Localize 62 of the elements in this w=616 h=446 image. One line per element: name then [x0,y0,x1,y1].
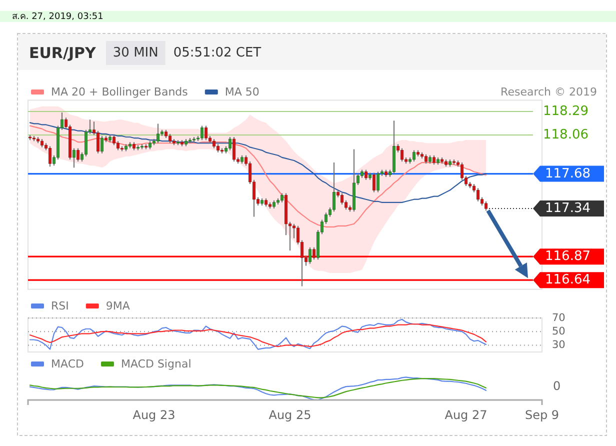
candlestick [432,154,436,166]
candlestick [156,123,160,144]
candlestick [424,154,428,164]
candlestick [312,246,316,260]
candlestick [100,135,104,154]
candlestick [280,192,284,203]
candlestick [292,223,296,239]
ref-line-label: 116.64 [545,272,590,288]
candlestick [460,162,464,180]
candlestick [372,172,376,193]
x-tick-label: Aug 27 [444,408,488,422]
y-tick-label: 30 [552,339,566,352]
text: Research © 2019 [500,86,597,98]
text: ส.ค. 27, 2019, 03:51 [12,12,104,22]
ref-line-label: 116.87 [545,249,590,264]
legend-label: RSI [51,300,69,312]
candlestick [476,188,480,202]
legend-label: MA 50 [224,86,260,98]
line-series [29,318,487,350]
chart-title: EUR/JPY [29,44,98,62]
legend-label: 9MA [106,300,130,312]
legend-label: MA 20 + Bollinger Bands [51,86,188,98]
x-tick-label: Aug 25 [268,408,312,422]
ref-line-label: 117.68 [545,166,590,182]
ref-line-label: 118.06 [543,127,588,142]
candlestick [484,200,488,212]
y-tick-label: 70 [552,312,566,324]
candlestick [72,148,76,168]
x-tick-label: Sep 9 [524,408,560,422]
ref-line-label: 118.29 [543,104,588,119]
candlestick [232,136,236,162]
ref-label: 117.34 [533,200,604,217]
legend-label: MACD Signal [120,358,192,370]
candlestick [212,138,216,149]
text: 0 [553,379,561,393]
ref-line-label: 117.34 [545,201,590,216]
candlestick [112,134,116,146]
candlestick [228,136,232,151]
candlestick [364,169,368,180]
candlestick [116,140,120,151]
legend-label: MACD [51,358,84,370]
candlestick [76,148,80,162]
line-series [29,324,487,348]
candlestick [400,148,404,162]
candlestick [412,150,416,162]
candlestick [200,125,204,141]
candlestick [340,192,344,205]
candlestick [48,146,52,168]
candlestick [168,133,172,144]
y-tick-label: 50 [552,326,566,338]
text: 05:51:02 CET [173,46,262,60]
candlestick [308,246,312,264]
ref-label: 116.87 [533,248,604,265]
candlestick [204,125,208,141]
ref-label: 116.64 [533,272,604,288]
candlestick [96,130,100,154]
candlestick [332,162,336,212]
x-tick-label: Aug 23 [132,408,176,422]
ref-label: 117.68 [533,166,604,182]
candlestick [376,171,380,193]
chart-subtitle: 30 MIN [112,46,158,60]
candlestick [84,129,88,157]
